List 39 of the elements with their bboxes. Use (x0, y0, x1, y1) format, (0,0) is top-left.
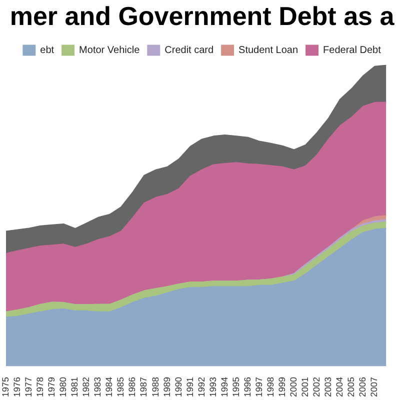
x-tick-label: 2002 (312, 376, 322, 398)
x-tick-label: 2005 (346, 376, 356, 398)
x-tick-label: 1994 (219, 376, 230, 398)
x-tick-label: 1992 (196, 376, 206, 398)
legend-label: Student Loan (238, 44, 298, 56)
x-tick-label: 1982 (81, 376, 92, 398)
x-tick-label: 1988 (150, 376, 160, 398)
x-tick-label: 1990 (173, 376, 184, 398)
x-tick-label: 1999 (276, 376, 287, 398)
legend-label: Credit card (164, 44, 214, 56)
x-tick-label: 1986 (127, 376, 138, 398)
x-tick-label: 1981 (70, 376, 80, 398)
x-tick-label: 2003 (323, 376, 334, 398)
x-tick-label: 1984 (104, 376, 114, 398)
legend-label: Federal Debt (323, 44, 382, 56)
x-tick-label: 1978 (35, 376, 46, 398)
legend-label: ebt (40, 44, 54, 56)
x-tick-label: 1995 (230, 376, 241, 398)
x-tick-label: 2000 (288, 376, 299, 398)
x-tick-label: 1989 (162, 376, 172, 398)
x-tick-label: 1976 (12, 376, 22, 398)
x-tick-label: 2007 (369, 376, 380, 398)
x-tick-label: 1998 (265, 376, 276, 398)
x-tick-label: 1987 (138, 376, 149, 398)
x-tick-label: 1983 (92, 376, 103, 398)
x-tick-label: 1975 (0, 376, 10, 398)
x-tick-label: 1991 (184, 376, 195, 398)
legend-label: Motor Vehicle (79, 44, 140, 56)
x-tick-label: 2001 (300, 376, 310, 398)
x-tick-label: 1980 (58, 376, 68, 398)
x-tick-label: 1997 (254, 376, 264, 398)
chart-title: mer and Government Debt as a (10, 0, 395, 31)
x-tick-label: 1996 (242, 376, 252, 398)
x-tick-label: 2006 (358, 376, 368, 398)
x-tick-label: 1993 (208, 376, 218, 398)
x-tick-label: 1985 (116, 376, 126, 398)
x-tick-label: 1979 (46, 376, 57, 398)
x-tick-label: 2004 (334, 376, 345, 398)
x-tick-label: 1977 (24, 376, 34, 398)
